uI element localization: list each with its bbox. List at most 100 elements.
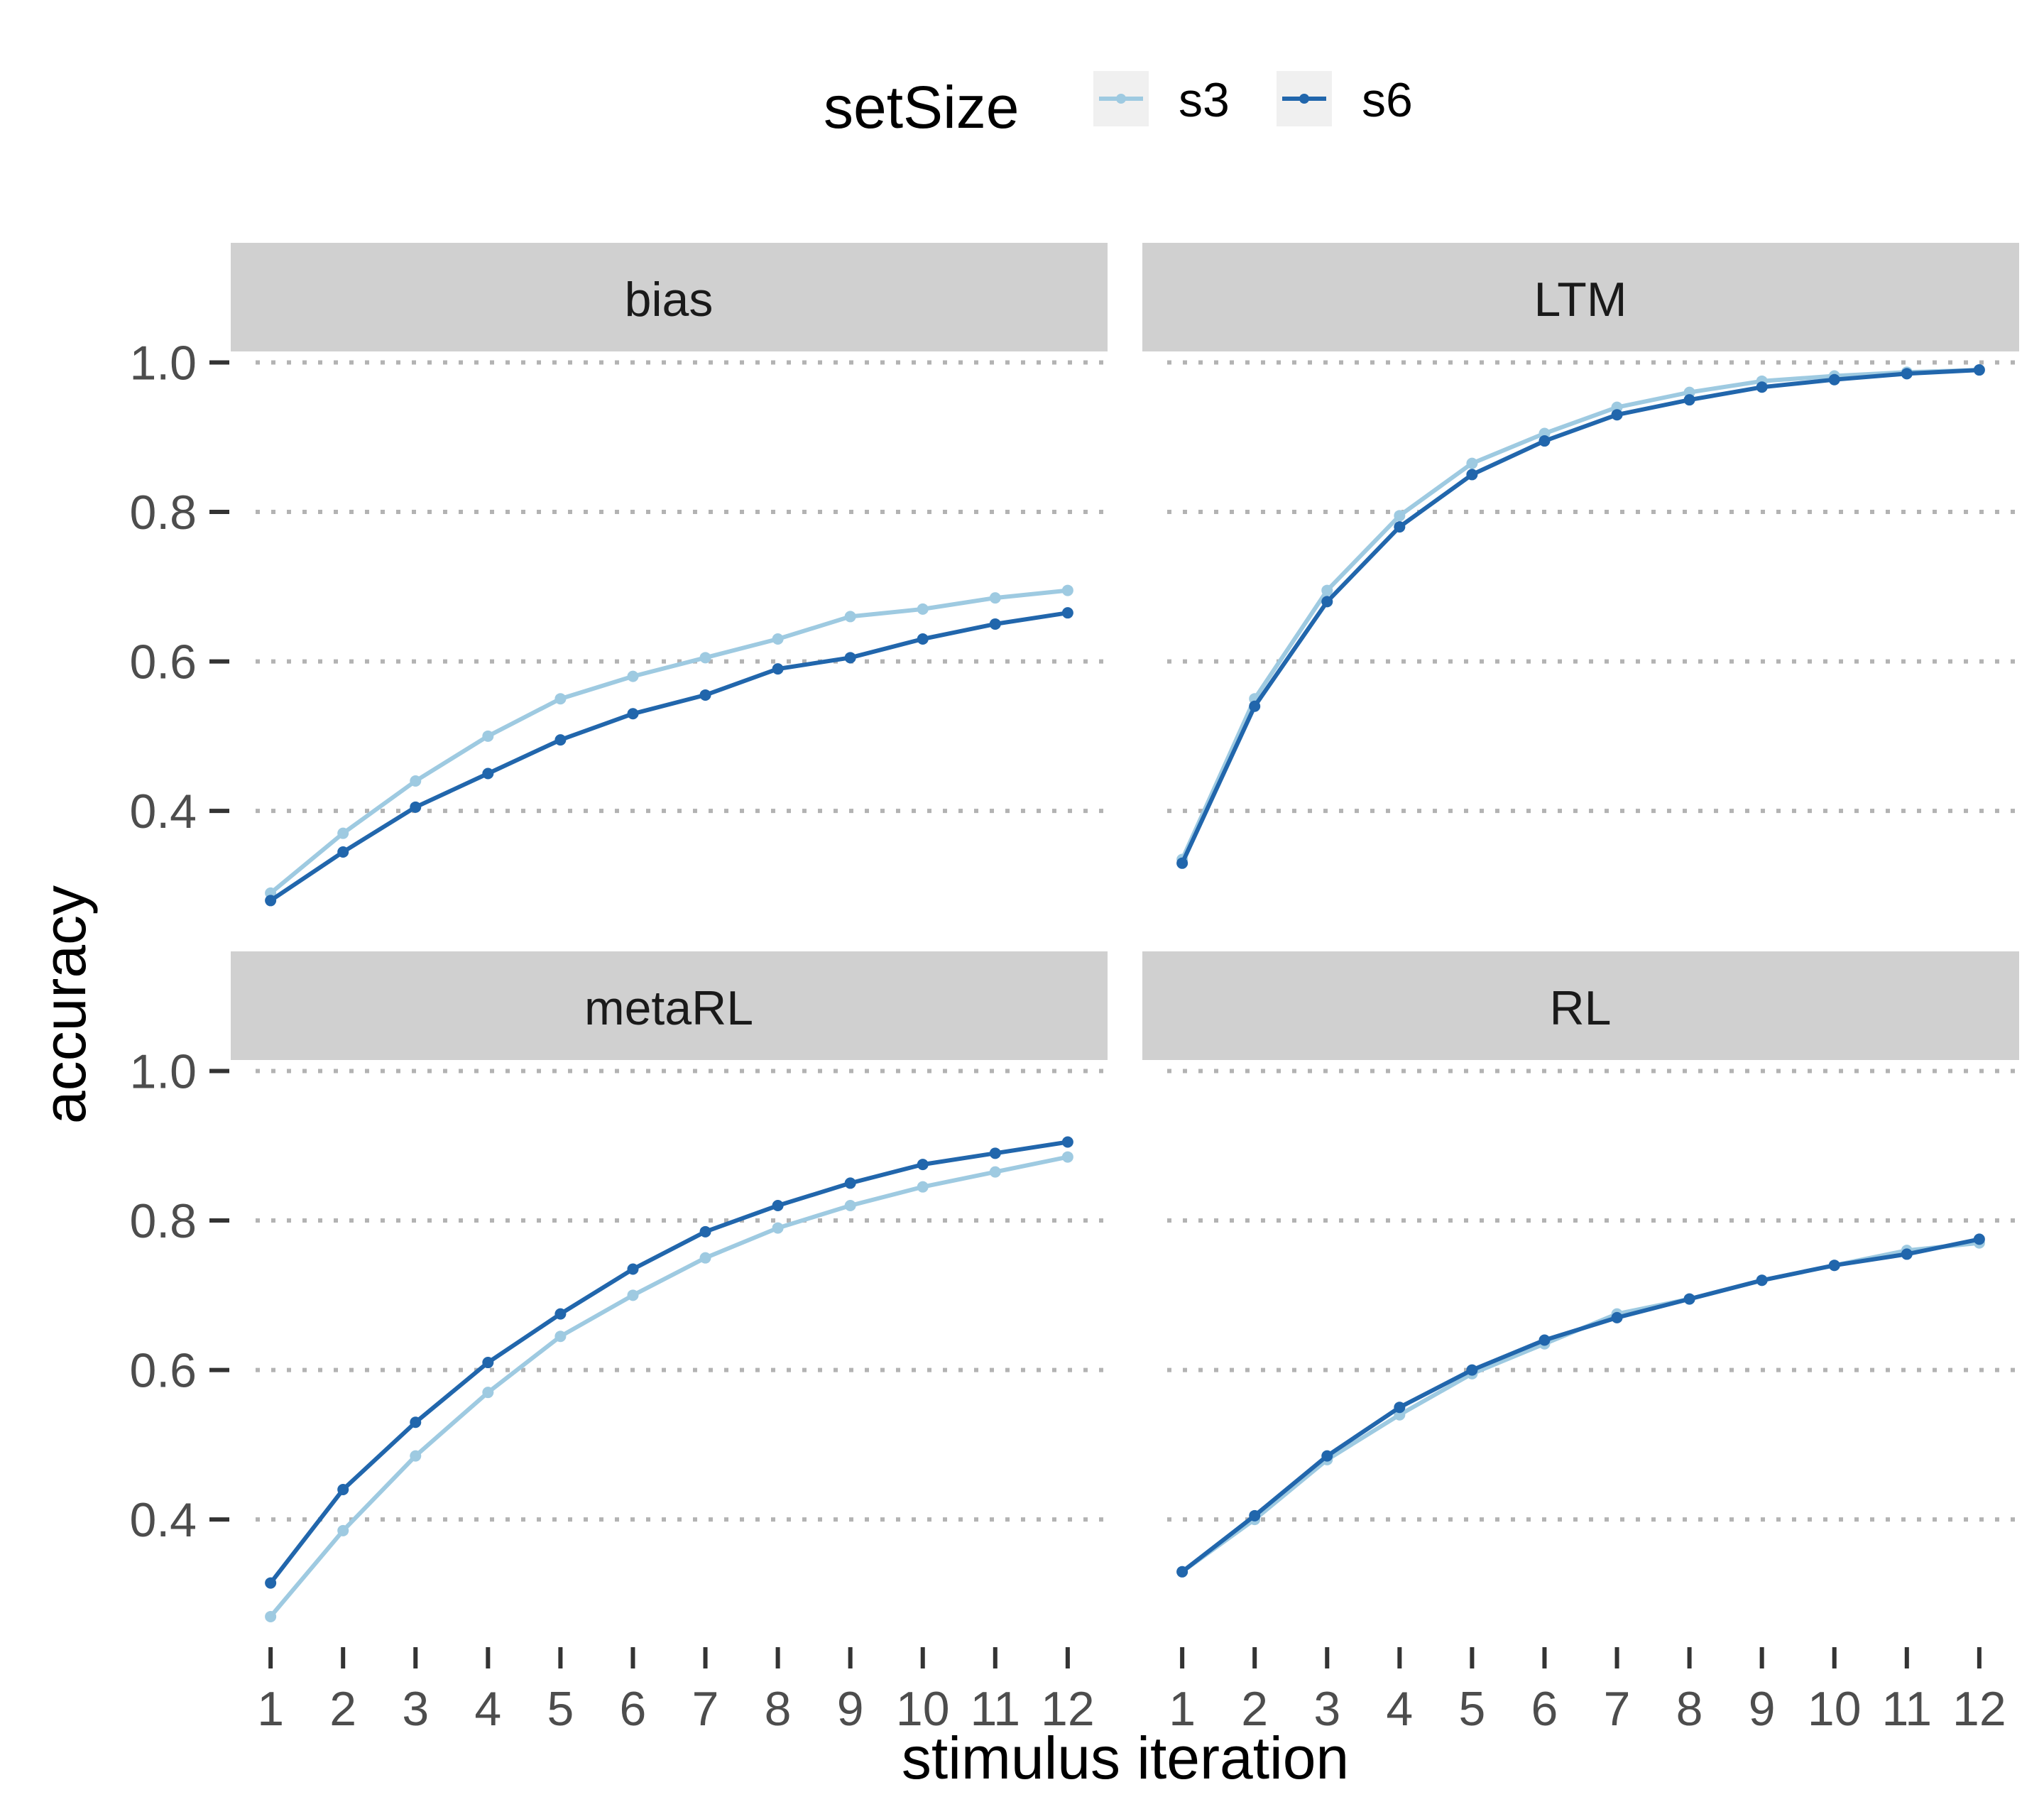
x-tick-label: 5: [547, 1682, 574, 1736]
x-tick-label: 5: [1458, 1682, 1485, 1736]
legend-title: setSize: [824, 74, 1019, 141]
data-point-s6: [699, 1225, 711, 1238]
grid: [256, 1069, 1108, 1522]
data-point-s6: [844, 652, 856, 664]
x-tick-label: 6: [620, 1682, 647, 1736]
data-point-s6: [844, 1177, 856, 1189]
data-point-s6: [1176, 1566, 1188, 1578]
data-point-s6: [1611, 1311, 1623, 1323]
data-point-s6: [1683, 394, 1695, 406]
x-tick-label: 4: [474, 1682, 501, 1736]
panel-RL: RL 1 2 3 4 5 6 7 8 9 10 11 12: [1142, 951, 2019, 1736]
data-point-s3: [337, 827, 349, 839]
legend-point-s6: [1299, 94, 1309, 104]
y-tick-label: 0.8: [129, 486, 197, 540]
data-point-s6: [1061, 1136, 1073, 1148]
x-tick-label: 9: [1749, 1682, 1776, 1736]
series-line-s6: [1180, 1237, 1982, 1574]
data-point-s3: [772, 1222, 784, 1234]
data-point-s6: [1249, 1509, 1261, 1522]
data-point-s3: [554, 1331, 567, 1343]
data-point-s6: [1973, 364, 1985, 376]
x-axis-title: stimulus iteration: [902, 1725, 1349, 1791]
legend-entry-s6: s6: [1277, 71, 1413, 127]
data-point-s6: [1249, 700, 1261, 712]
data-point-s6: [1539, 435, 1551, 447]
data-point-s6: [482, 1357, 494, 1369]
data-point-s3: [1061, 584, 1073, 596]
y-tick-label: 0.4: [129, 785, 197, 839]
data-point-s6: [410, 1416, 422, 1429]
strip-LTM: [1142, 243, 2019, 351]
panel-LTM: LTM: [1142, 243, 2019, 869]
x-tick-label: 10: [896, 1682, 950, 1736]
data-point-s6: [554, 1308, 567, 1320]
series: [1176, 1233, 1985, 1578]
data-point-s6: [1756, 381, 1768, 393]
data-point-s6: [1321, 1450, 1333, 1462]
data-point-s3: [337, 1524, 349, 1536]
data-point-s6: [772, 1200, 784, 1211]
panel-metaRL: metaRL 0.40.60.81.0 1 2 3 4 5 6 7 8 9 10 11 12: [129, 951, 1108, 1736]
data-point-s3: [844, 611, 856, 623]
x-tick-label: 3: [402, 1682, 429, 1736]
data-point-s3: [772, 633, 784, 645]
data-point-s6: [554, 734, 567, 746]
x-tick-label: 8: [1676, 1682, 1703, 1736]
data-point-s6: [1611, 409, 1623, 421]
data-point-s6: [699, 689, 711, 701]
data-point-s6: [265, 1577, 277, 1589]
series-line-s6: [268, 611, 1070, 903]
data-point-s6: [1539, 1334, 1551, 1346]
x-tick-label: 1: [1169, 1682, 1196, 1736]
grid: [1167, 360, 2019, 814]
data-point-s6: [917, 633, 929, 645]
data-point-s3: [482, 730, 494, 742]
x-axis: 1 2 3 4 5 6 7 8 9 10 11 12: [1169, 1647, 2006, 1736]
legend: setSize s3 s6: [824, 71, 1413, 141]
y-tick-label: 0.6: [129, 1344, 197, 1398]
data-point-s3: [1394, 510, 1406, 522]
y-axis: 0.4 0.6 0.8 1.0: [129, 337, 229, 839]
y-tick-label: 1.0: [129, 337, 197, 390]
y-tick-label: 1.0: [129, 1045, 197, 1099]
x-tick-label: 8: [765, 1682, 792, 1736]
series: [1176, 364, 1985, 869]
data-point-s3: [699, 652, 711, 664]
strip-label-RL: RL: [1550, 981, 1612, 1035]
data-point-s6: [1466, 1364, 1478, 1376]
data-point-s6: [1394, 521, 1406, 533]
strip-bias: [231, 243, 1108, 351]
x-tick-label: 9: [837, 1682, 864, 1736]
x-tick-label: 7: [692, 1682, 719, 1736]
x-tick-label: 2: [1241, 1682, 1268, 1736]
data-point-s3: [989, 1166, 1001, 1178]
legend-entry-s3: s3: [1093, 71, 1230, 127]
legend-label-s6: s6: [1362, 73, 1413, 127]
data-point-s3: [627, 1289, 639, 1301]
x-axis: 1 2 3 4 5 6 7 8 9 10 11 12: [257, 1647, 1095, 1736]
legend-label-s3: s3: [1179, 73, 1230, 127]
series-line-s6: [268, 1140, 1070, 1585]
series: [265, 584, 1073, 907]
data-point-s6: [1901, 1248, 1913, 1260]
strip-label-metaRL: metaRL: [584, 981, 753, 1035]
data-point-s6: [482, 768, 494, 780]
x-tick-label: 12: [1952, 1682, 2006, 1736]
data-point-s6: [337, 1484, 349, 1495]
data-point-s3: [1466, 457, 1478, 469]
strip-RL: [1142, 951, 2019, 1060]
data-point-s6: [1466, 469, 1478, 481]
grid: [256, 360, 1108, 814]
series-line-s3: [268, 1154, 1070, 1619]
x-tick-label: 10: [1808, 1682, 1862, 1736]
data-point-s6: [1828, 373, 1840, 386]
y-tick-label: 0.4: [129, 1493, 197, 1547]
data-point-s6: [337, 846, 349, 858]
data-point-s6: [989, 618, 1001, 630]
data-point-s6: [1176, 857, 1188, 869]
series-line-s3: [1180, 1240, 1982, 1574]
x-tick-label: 11: [971, 1682, 1021, 1736]
data-point-s6: [1901, 368, 1913, 380]
